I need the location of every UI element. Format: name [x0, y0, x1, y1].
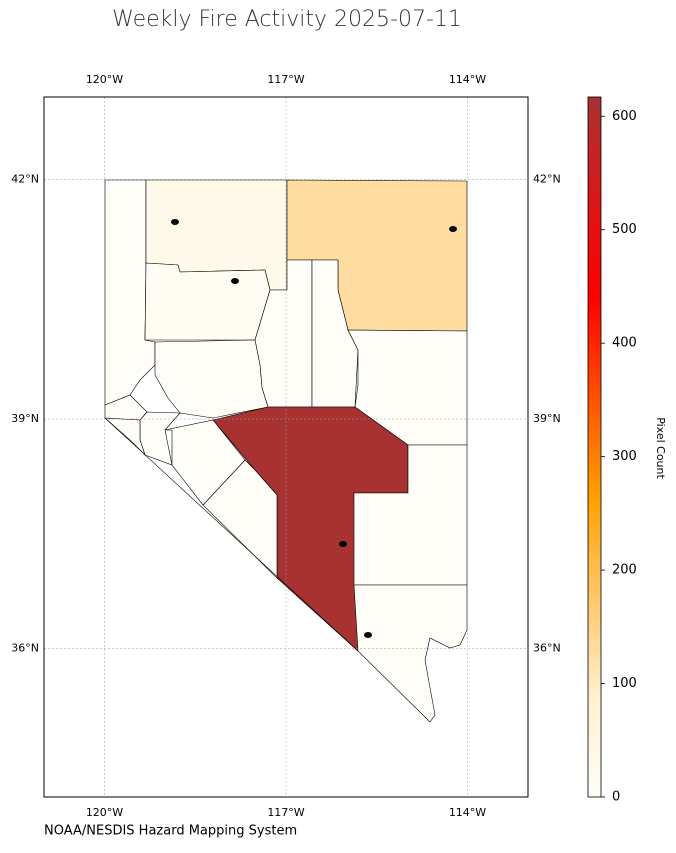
source-note: NOAA/NESDIS Hazard Mapping System: [44, 824, 297, 839]
x-tick-label: 117°W: [267, 73, 304, 86]
fire-hotspot: [171, 219, 179, 225]
colorbar-tick-label: 400: [612, 336, 637, 351]
state-border: [104, 417, 359, 652]
y-tick-label: 39°N: [11, 412, 39, 425]
x-tick-label: 114°W: [449, 806, 486, 819]
colorbar-tick-label: 300: [612, 449, 637, 464]
county: [353, 584, 468, 723]
y-tick-label: 42°N: [533, 172, 561, 185]
fire-hotspot: [364, 632, 372, 638]
x-tick-label: 114°W: [449, 73, 486, 86]
county: [164, 419, 246, 506]
y-tick-label: 36°N: [11, 642, 39, 655]
y-tick-label: 39°N: [533, 412, 561, 425]
map: [104, 179, 468, 723]
fire-hotspot: [231, 278, 239, 284]
colorbar-tick-label: 600: [612, 109, 637, 124]
colorbar-tick-label: 0: [612, 790, 620, 805]
x-tick-label: 120°W: [86, 73, 123, 86]
x-tick-label: 117°W: [267, 806, 304, 819]
county: [144, 262, 271, 341]
y-tick-label: 36°N: [533, 642, 561, 655]
x-tick-label: 120°W: [86, 806, 123, 819]
y-tick-label: 42°N: [11, 172, 39, 185]
county: [154, 339, 269, 419]
colorbar-label: Pixel Count: [654, 417, 667, 479]
colorbar: [587, 96, 602, 798]
colorbar-tick-label: 100: [612, 676, 637, 691]
colorbar-tick-label: 200: [612, 563, 637, 578]
chart-title: Weekly Fire Activity 2025-07-11: [112, 7, 462, 32]
map-frame: [43, 96, 529, 798]
colorbar-tick-label: 500: [612, 222, 637, 237]
fire-hotspot: [449, 226, 457, 232]
fire-hotspot: [339, 541, 347, 547]
